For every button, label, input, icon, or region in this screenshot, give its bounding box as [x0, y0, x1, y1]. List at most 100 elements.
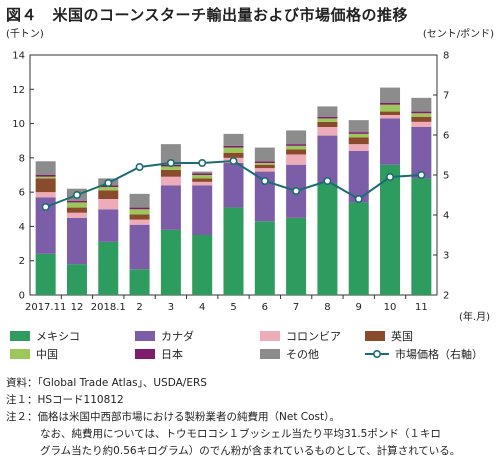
- legend-item: カナダ: [135, 329, 194, 343]
- bar-コロンビア: [98, 199, 119, 210]
- legend-swatch: [260, 349, 280, 359]
- legend-swatch: [365, 331, 385, 341]
- bar-英国: [380, 111, 401, 115]
- bar-日本: [317, 116, 338, 119]
- bar-メキシコ: [160, 229, 181, 295]
- bar-カナダ: [317, 135, 338, 184]
- bar-日本: [66, 200, 87, 203]
- note-1: 注１：HSコード110812: [6, 394, 124, 406]
- legend-item: 市場価格（右軸）: [365, 347, 483, 361]
- x-tick-label: 2017.11: [25, 302, 66, 313]
- bar-その他: [286, 130, 307, 145]
- bar-中国: [129, 209, 150, 215]
- bar-中国: [192, 175, 213, 179]
- x-tick-label: 5: [230, 302, 236, 313]
- bar-カナダ: [66, 217, 87, 265]
- bar-日本: [286, 144, 307, 146]
- bar-コロンビア: [66, 212, 87, 218]
- bar-その他: [317, 106, 338, 117]
- bar-その他: [411, 97, 432, 112]
- bar-コロンビア: [254, 168, 275, 172]
- bar-コロンビア: [286, 154, 307, 165]
- bar-日本: [348, 132, 369, 134]
- legend-item: 英国: [365, 329, 413, 343]
- bar-英国: [223, 152, 244, 158]
- bar-中国: [98, 187, 119, 191]
- bar-コロンビア: [160, 176, 181, 186]
- bar-その他: [380, 87, 401, 103]
- bar-カナダ: [35, 197, 56, 254]
- note-source: 資料：「Global Trade Atlas」、USDA/ERS: [6, 377, 207, 389]
- legend-item: 中国: [10, 348, 58, 361]
- bar-日本: [129, 207, 150, 210]
- bar-コロンビア: [348, 144, 369, 151]
- price-point: [260, 177, 269, 186]
- legend-label: 中国: [36, 348, 58, 361]
- chart-title: 図４ 米国のコーンスターチ輸出量および市場価格の推移: [6, 6, 408, 24]
- legend-label: その他: [286, 348, 319, 361]
- y-left-tick-label: 10: [12, 119, 25, 130]
- legend-item: コロンビア: [260, 330, 341, 343]
- x-axis-unit-label: (年.月): [459, 310, 490, 323]
- legend-label: メキシコ: [36, 330, 80, 343]
- x-tick-label: 7: [293, 302, 299, 313]
- legend-label: 市場価格（右軸）: [395, 347, 483, 361]
- legend-swatch: [10, 331, 30, 341]
- y-left-tick-label: 6: [19, 188, 25, 199]
- x-tick-label: 10: [384, 302, 397, 313]
- y-right-tick-label: 3: [443, 251, 449, 262]
- bar-中国: [223, 147, 244, 153]
- bar-メキシコ: [98, 241, 119, 295]
- legend-swatch: [135, 331, 155, 341]
- y-right-tick-label: 7: [443, 91, 449, 102]
- y-right-axis-label: (セント/ポンド): [423, 28, 494, 40]
- legend-item: メキシコ: [10, 330, 80, 343]
- price-point: [72, 191, 81, 200]
- price-point: [104, 179, 113, 188]
- x-tick-label: 9: [356, 302, 362, 313]
- bar-コロンビア: [35, 192, 56, 198]
- bar-英国: [160, 169, 181, 177]
- x-tick-label: 8: [324, 302, 330, 313]
- bar-カナダ: [192, 185, 213, 235]
- legend-swatch: [260, 331, 280, 341]
- bar-カナダ: [160, 185, 181, 230]
- bar-日本: [223, 145, 244, 148]
- note-2-detail-1: なお、純費用については、トウモロコシ１ブッシェル当たり平均31.5ポンド（１キロ: [40, 428, 441, 440]
- bar-英国: [35, 178, 56, 193]
- bar-日本: [411, 111, 432, 114]
- notes: 資料：「Global Trade Atlas」、USDA/ERS 注１：HSコー…: [6, 375, 498, 460]
- bar-コロンビア: [411, 121, 432, 127]
- bar-コロンビア: [129, 219, 150, 225]
- bar-日本: [254, 161, 275, 163]
- bar-カナダ: [348, 151, 369, 203]
- legend-swatch: [10, 349, 30, 359]
- y-left-tick-label: 4: [19, 222, 25, 233]
- y-left-tick-label: 8: [19, 153, 25, 164]
- bar-その他: [254, 147, 275, 162]
- price-point: [323, 177, 332, 186]
- bar-メキシコ: [411, 178, 432, 295]
- y-left-tick-label: 0: [19, 291, 25, 302]
- legend-label: カナダ: [161, 329, 194, 343]
- bar-メキシコ: [254, 221, 275, 295]
- bar-中国: [35, 176, 56, 179]
- bar-メキシコ: [348, 202, 369, 295]
- bar-メキシコ: [317, 183, 338, 295]
- bar-中国: [160, 166, 181, 170]
- bar-その他: [160, 144, 181, 165]
- price-point: [166, 159, 175, 168]
- bar-カナダ: [380, 118, 401, 165]
- y-right-tick-label: 5: [443, 171, 449, 182]
- note-2: 注２：価格は米国中西部市場における製粉業者の純費用（Net Cost）。: [6, 411, 340, 423]
- bar-日本: [380, 103, 401, 105]
- bar-メキシコ: [286, 217, 307, 295]
- bar-カナダ: [98, 209, 119, 242]
- bar-カナダ: [129, 224, 150, 270]
- legend-item: その他: [260, 348, 319, 361]
- bar-英国: [411, 116, 432, 122]
- bar-中国: [66, 202, 87, 208]
- legend-label: 日本: [161, 347, 183, 361]
- y-right-tick-label: 4: [443, 211, 449, 222]
